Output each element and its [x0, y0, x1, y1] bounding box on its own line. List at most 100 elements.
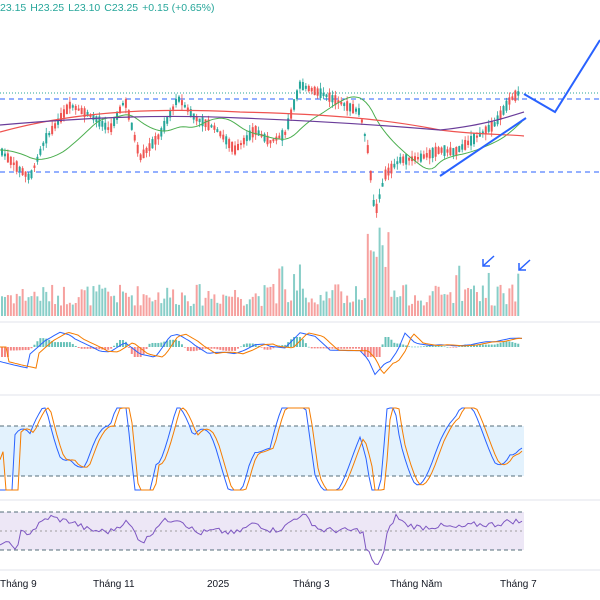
macd-histogram-bar	[293, 337, 296, 347]
candle	[222, 134, 225, 140]
volume-bar	[437, 286, 440, 316]
macd-histogram-bar	[248, 343, 251, 347]
candle	[360, 119, 363, 123]
volume-bar	[366, 233, 369, 316]
macd-histogram-bar	[39, 338, 42, 347]
macd-histogram-bar	[231, 347, 234, 351]
volume-bar	[160, 303, 163, 316]
macd-histogram-bar	[21, 347, 24, 351]
volume-bar	[493, 305, 496, 316]
candle	[71, 105, 74, 108]
volume-bar	[461, 300, 464, 316]
candle	[467, 140, 470, 145]
candle	[119, 106, 121, 114]
volume-bar	[508, 288, 511, 316]
volume-bar	[334, 284, 337, 316]
macd-histogram-bar	[210, 347, 213, 349]
candle	[313, 86, 316, 95]
volume-bar	[213, 294, 216, 316]
macd-histogram-bar	[375, 347, 378, 357]
volume-bar	[455, 275, 458, 316]
candle	[30, 170, 33, 179]
macd-histogram-bar	[130, 347, 133, 354]
volume-bar	[517, 273, 520, 316]
macd-histogram-bar	[372, 347, 375, 357]
ma-mid-line	[0, 111, 525, 131]
candle	[234, 145, 237, 155]
volume-bar	[313, 302, 316, 316]
macd-histogram-bar	[145, 347, 148, 350]
macd-histogram-bar	[68, 342, 71, 347]
macd-histogram-bar	[222, 347, 225, 351]
macd-histogram-bar	[36, 341, 39, 347]
volume-bar	[172, 289, 175, 316]
candle	[204, 119, 207, 128]
candle	[186, 107, 189, 112]
candle	[198, 118, 201, 123]
candle	[422, 154, 425, 159]
candle	[384, 169, 387, 180]
candle	[470, 135, 473, 146]
volume-bar	[434, 285, 437, 316]
macd-histogram-bar	[192, 347, 195, 352]
candle	[490, 121, 493, 132]
candle	[499, 110, 502, 120]
candle	[195, 116, 198, 122]
candle	[475, 135, 478, 138]
candle	[434, 146, 437, 157]
candle	[210, 125, 213, 128]
candle	[231, 141, 234, 152]
candle	[207, 119, 210, 131]
volume-bar	[375, 256, 378, 316]
volume-bar	[33, 291, 36, 316]
candle	[334, 95, 337, 106]
candle	[80, 107, 83, 115]
candle	[325, 94, 328, 98]
volume-bar	[331, 290, 334, 316]
volume-bar	[110, 296, 113, 316]
volume-bar	[502, 293, 505, 316]
candle	[130, 122, 133, 130]
volume-bar	[248, 299, 251, 316]
macd-histogram-bar	[484, 344, 487, 347]
volume-bar	[71, 304, 74, 316]
volume-bar	[425, 302, 428, 316]
candle	[60, 113, 62, 123]
macd-histogram-bar	[127, 347, 130, 348]
volume-bar	[449, 292, 452, 316]
candle	[390, 163, 393, 174]
candle	[172, 106, 175, 110]
candle	[263, 133, 266, 142]
macd-histogram-bar	[213, 347, 216, 349]
macd-histogram-bar	[124, 341, 127, 347]
candle	[340, 101, 343, 105]
candle	[245, 135, 248, 142]
candle	[387, 167, 390, 176]
volume-bar	[260, 305, 263, 316]
macd-histogram-bar	[151, 342, 154, 347]
macd-histogram-bar	[54, 342, 57, 347]
volume-bar	[45, 291, 48, 316]
macd-histogram-bar	[517, 343, 520, 347]
candle	[402, 156, 405, 163]
volume-bar	[416, 300, 419, 316]
volume-bar	[121, 291, 124, 316]
candle	[104, 122, 107, 130]
candle	[39, 148, 42, 155]
candle	[449, 147, 452, 156]
candle	[372, 199, 375, 206]
candle	[154, 136, 157, 145]
macd-histogram-bar	[86, 347, 89, 349]
volume-bar	[496, 286, 499, 316]
candle	[366, 145, 369, 154]
macd-histogram-bar	[62, 342, 65, 347]
volume-bar	[484, 297, 487, 316]
volume-bar	[77, 297, 80, 316]
x-tick-label: Tháng 7	[500, 579, 537, 590]
volume-bar	[396, 297, 399, 316]
macd-histogram-bar	[452, 347, 455, 348]
volume-bar	[98, 284, 101, 316]
macd-histogram-bar	[446, 346, 449, 348]
volume-bar	[86, 286, 89, 316]
macd-histogram-bar	[349, 347, 352, 349]
